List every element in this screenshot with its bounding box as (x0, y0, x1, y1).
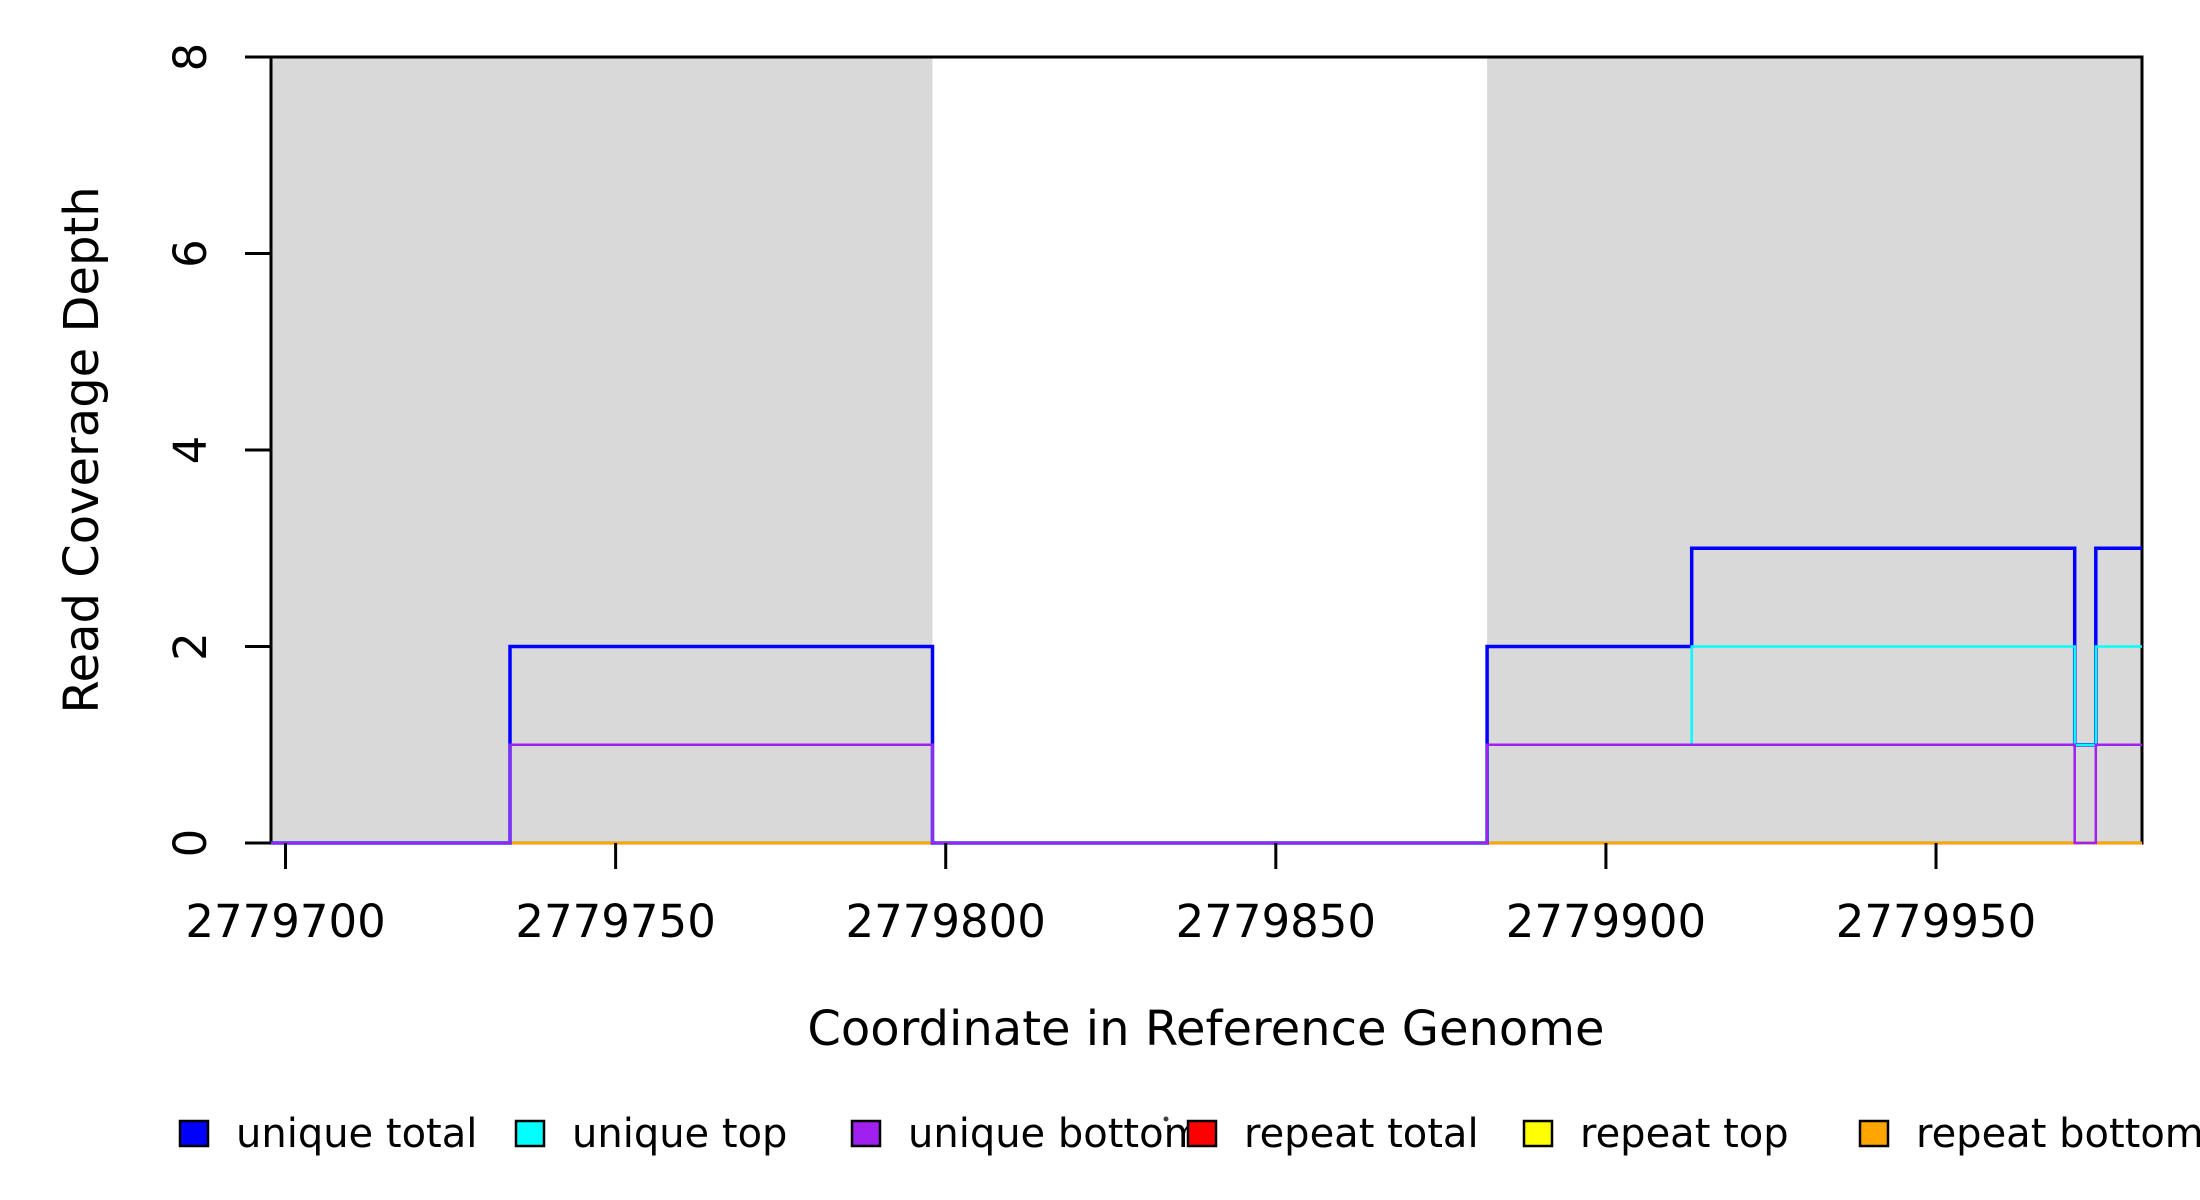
shaded-region (1487, 57, 2142, 843)
legend-swatch-unique-top (514, 1119, 546, 1148)
legend-label-unique-total: unique total (236, 1111, 477, 1157)
x-tick-label: 2779900 (1506, 895, 1706, 948)
x-tick-label: 2779850 (1176, 895, 1376, 948)
y-tick-label: 2 (164, 632, 217, 661)
x-axis-title: Coordinate in Reference Genome (807, 1001, 1604, 1057)
legend-swatch-unique-total (178, 1119, 210, 1148)
shaded-regions-group (271, 57, 2142, 843)
y-tick-label: 8 (164, 43, 217, 72)
legend-label-repeat-top: repeat top (1580, 1111, 1789, 1157)
series-lines-group (271, 546, 2142, 845)
legend-swatch-repeat-total (1186, 1119, 1218, 1148)
legend-label-unique-top: unique top (572, 1111, 787, 1157)
legend-label-repeat-bottom: repeat bottom (1916, 1111, 2200, 1157)
y-tick-label: 0 (164, 829, 217, 858)
x-tick-label: 2779700 (185, 895, 385, 948)
legend-group: unique total unique top unique bottom repea… (178, 1111, 2200, 1157)
y-tick-label: 6 (164, 239, 217, 268)
legend-label-repeat-total: repeat total (1244, 1111, 1479, 1157)
x-tick-label: 2779800 (846, 895, 1046, 948)
y-tick-label: 4 (164, 436, 217, 465)
x-tick-label: 2779750 (515, 895, 715, 948)
legend-swatch-repeat-bottom (1858, 1119, 1890, 1148)
legend-label-unique-bottom: unique bottom (908, 1111, 1203, 1157)
series-line-unique-bottom (271, 743, 2142, 845)
legend-swatch-unique-bottom (850, 1119, 882, 1148)
legend-swatch-repeat-top (1522, 1119, 1554, 1148)
stray-dot (1163, 1116, 1169, 1122)
axes-group: 2779700 2779750 2779800 2779850 2779900 27799… (164, 43, 2036, 948)
y-axis-title: Read Coverage Depth (54, 186, 110, 713)
x-tick-label: 2779950 (1836, 895, 2036, 948)
shaded-region (271, 57, 933, 843)
